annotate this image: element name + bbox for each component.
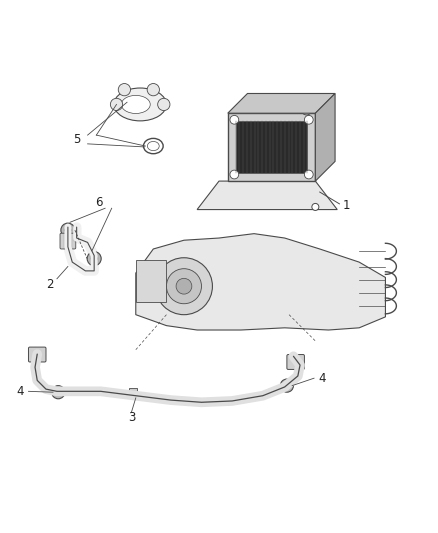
Circle shape	[312, 204, 319, 211]
Polygon shape	[315, 93, 335, 181]
Circle shape	[147, 84, 159, 96]
Circle shape	[110, 98, 123, 110]
Circle shape	[65, 227, 71, 233]
Polygon shape	[197, 181, 337, 209]
Text: 1: 1	[342, 199, 350, 212]
Circle shape	[301, 104, 312, 115]
FancyBboxPatch shape	[129, 388, 137, 398]
Circle shape	[284, 383, 290, 388]
Circle shape	[52, 386, 65, 399]
Ellipse shape	[121, 95, 150, 114]
Circle shape	[56, 390, 61, 395]
Circle shape	[230, 170, 239, 179]
Polygon shape	[236, 121, 307, 173]
Text: 2: 2	[46, 278, 54, 290]
Circle shape	[304, 170, 313, 179]
FancyBboxPatch shape	[287, 354, 304, 369]
Circle shape	[176, 278, 192, 294]
FancyBboxPatch shape	[60, 233, 76, 249]
Text: 5: 5	[73, 133, 80, 146]
Polygon shape	[136, 233, 385, 330]
Text: 4: 4	[16, 385, 24, 398]
Circle shape	[166, 269, 201, 304]
Circle shape	[91, 255, 97, 262]
Circle shape	[280, 379, 293, 392]
Polygon shape	[228, 113, 315, 181]
Circle shape	[118, 84, 131, 96]
Text: 6: 6	[95, 197, 102, 209]
Circle shape	[230, 115, 239, 124]
Ellipse shape	[114, 88, 166, 121]
FancyBboxPatch shape	[136, 260, 166, 302]
Text: 3: 3	[128, 411, 135, 424]
Polygon shape	[228, 93, 335, 113]
Circle shape	[61, 223, 75, 237]
FancyBboxPatch shape	[28, 347, 46, 362]
Circle shape	[87, 252, 101, 265]
Circle shape	[304, 115, 313, 124]
Circle shape	[155, 258, 212, 314]
Text: 4: 4	[318, 372, 326, 385]
Circle shape	[158, 98, 170, 110]
